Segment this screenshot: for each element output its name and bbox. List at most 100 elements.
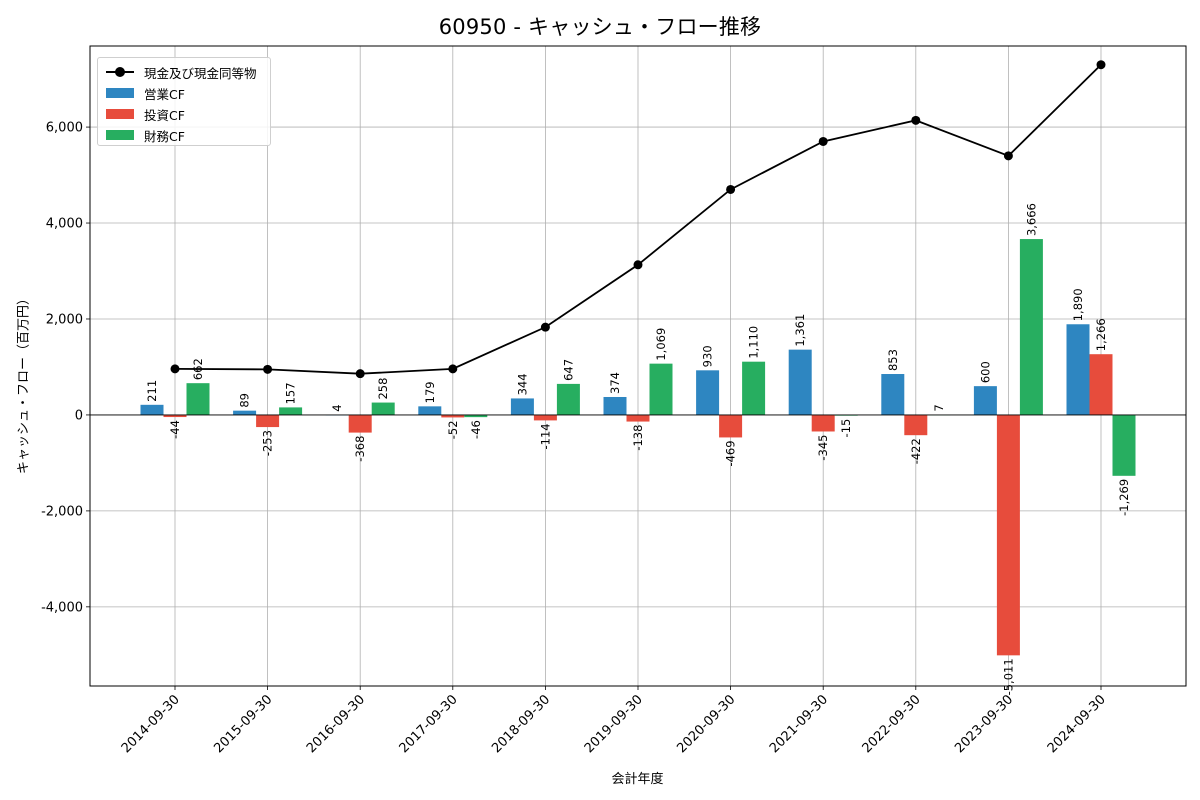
bar-financing xyxy=(1112,414,1136,476)
bar-value-label: 7 xyxy=(932,404,946,411)
bar-value-label: 1,069 xyxy=(654,328,668,361)
cash-point xyxy=(1003,151,1013,161)
y-tick-label: 4,000 xyxy=(46,217,83,232)
bar-financing xyxy=(742,361,766,415)
bars-group xyxy=(140,239,1136,656)
x-tick-label: 2017-09-30 xyxy=(397,692,461,756)
y-tick-label: -4,000 xyxy=(41,600,83,615)
bar-value-label: 930 xyxy=(701,345,715,367)
bar-investing xyxy=(1089,354,1113,415)
x-tick-label: 2021-09-30 xyxy=(767,692,831,756)
bar-value-label: 157 xyxy=(284,382,298,404)
bar-value-label: 258 xyxy=(376,378,390,400)
bar-value-label: -46 xyxy=(469,420,483,439)
x-tick-label: 2023-09-30 xyxy=(952,692,1016,756)
bar-operating xyxy=(233,410,257,415)
y-tick-label: 6,000 xyxy=(46,121,83,136)
bar-value-label: 344 xyxy=(515,373,529,395)
bar-value-label: 211 xyxy=(145,380,159,402)
bar-investing xyxy=(626,414,650,422)
bar-investing xyxy=(256,414,280,428)
bar-value-label: -138 xyxy=(631,425,645,451)
bar-investing xyxy=(348,414,372,433)
bar-operating xyxy=(418,406,442,415)
x-tick-label: 2019-09-30 xyxy=(582,692,646,756)
data-labels-group: 211 89 4 179 344 374 930 1,361 853 600 1,890 -44 -25… xyxy=(145,203,1131,695)
bar-financing xyxy=(186,383,210,415)
cash-point xyxy=(448,364,458,374)
bar-investing xyxy=(904,414,928,436)
bar-operating xyxy=(603,396,627,415)
legend-line-marker-icon xyxy=(106,65,134,79)
legend-swatch-financing xyxy=(106,130,134,140)
legend-swatch-investing xyxy=(106,109,134,119)
x-tick-label: 2024-09-30 xyxy=(1045,692,1109,756)
bar-value-label: -1,269 xyxy=(1117,479,1131,516)
bar-operating xyxy=(881,374,905,415)
bar-value-label: -52 xyxy=(446,420,460,439)
x-tick-label: 2016-09-30 xyxy=(304,692,368,756)
y-axis-label: キャッシュ・フロー（百万円） xyxy=(16,291,32,475)
bar-investing xyxy=(996,414,1020,656)
legend-label-cash: 現金及び現金同等物 xyxy=(144,65,257,81)
bar-operating xyxy=(510,398,534,415)
bar-investing xyxy=(163,414,187,418)
bar-investing xyxy=(719,414,743,438)
cash-point xyxy=(726,184,736,194)
x-axis-label: 会計年度 xyxy=(611,772,664,787)
plot-frame xyxy=(89,45,1187,687)
legend-item-investing: 投資CF xyxy=(106,104,185,124)
cash-line-group xyxy=(170,60,1106,379)
x-tick-label: 2022-09-30 xyxy=(860,692,924,756)
bar-value-label: 1,361 xyxy=(793,314,807,347)
bar-value-label: 662 xyxy=(191,358,205,380)
bar-value-label: 1,266 xyxy=(1094,318,1108,351)
bar-financing xyxy=(371,402,395,415)
bar-value-label: -44 xyxy=(168,420,182,439)
bar-financing xyxy=(1019,239,1043,415)
bar-value-label: 374 xyxy=(608,372,622,394)
bar-value-label: 179 xyxy=(423,381,437,403)
cash-point xyxy=(911,115,921,125)
y-tick-label: 0 xyxy=(75,408,83,423)
x-tick-label: 2015-09-30 xyxy=(211,692,275,756)
cash-point xyxy=(170,364,180,374)
x-tick-label: 2020-09-30 xyxy=(674,692,738,756)
cash-point xyxy=(818,136,828,146)
bar-value-label: 4 xyxy=(330,404,344,411)
legend-swatch-operating xyxy=(106,88,134,98)
bar-investing xyxy=(811,414,835,432)
legend-item-financing: 財務CF xyxy=(106,125,185,145)
bar-investing xyxy=(441,414,465,418)
bar-financing xyxy=(649,363,673,415)
x-tick-label: 2018-09-30 xyxy=(489,692,553,756)
bar-financing xyxy=(464,414,488,418)
bar-operating xyxy=(140,404,164,415)
bar-value-label: -422 xyxy=(909,438,923,464)
bar-value-label: 647 xyxy=(561,359,575,381)
bar-value-label: -253 xyxy=(261,430,275,456)
bar-investing xyxy=(533,414,557,421)
bar-financing xyxy=(556,383,580,415)
legend-label-investing: 投資CF xyxy=(144,107,185,123)
bar-value-label: 600 xyxy=(978,361,992,383)
cash-point xyxy=(355,369,365,379)
legend-label-operating: 営業CF xyxy=(144,86,185,102)
bar-value-label: 89 xyxy=(238,393,252,408)
bar-value-label: -469 xyxy=(724,440,738,466)
legend-item-cash: 現金及び現金同等物 xyxy=(106,62,257,82)
bar-operating xyxy=(788,349,812,415)
bar-financing xyxy=(279,407,303,415)
bar-value-label: -15 xyxy=(839,419,853,438)
y-tick-label: -2,000 xyxy=(41,504,83,519)
bar-value-label: 853 xyxy=(886,349,900,371)
bar-operating xyxy=(973,386,997,415)
cash-point xyxy=(1096,60,1106,70)
bar-operating xyxy=(1066,324,1090,415)
bar-value-label: -114 xyxy=(538,423,552,449)
y-tick-label: 2,000 xyxy=(46,312,83,327)
bar-value-label: -368 xyxy=(353,436,367,462)
chart-title: 60950 - キャッシュ・フロー推移 xyxy=(438,15,762,39)
x-tick-label: 2014-09-30 xyxy=(119,692,183,756)
